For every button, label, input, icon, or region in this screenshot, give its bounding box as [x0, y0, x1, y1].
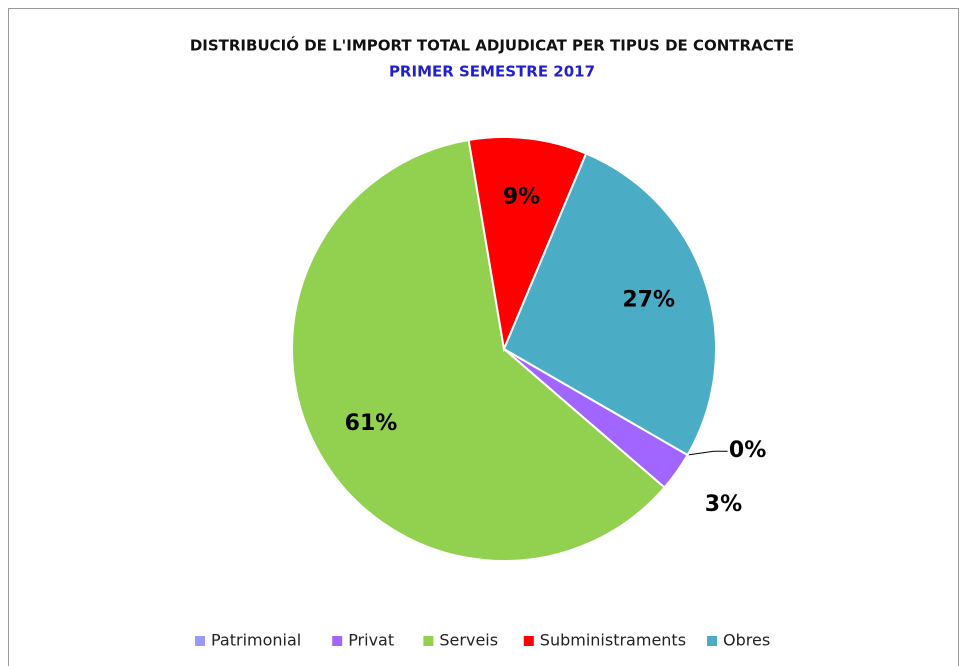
legend-swatch: [195, 636, 205, 646]
data-label: 27%: [622, 287, 675, 312]
legend-swatch: [523, 636, 534, 646]
legend-label: Obres: [723, 631, 770, 650]
legend-label: Patrimonial: [211, 631, 301, 650]
legend-label: Subministraments: [540, 631, 686, 650]
chart-title: DISTRIBUCIÓ DE L'IMPORT TOTAL ADJUDICAT …: [190, 36, 794, 55]
pie-slice: [467, 136, 588, 353]
data-label: 9%: [503, 184, 540, 209]
legend-swatch: [423, 636, 434, 646]
data-label: 3%: [705, 492, 742, 517]
legend-label: Privat: [348, 631, 394, 650]
data-label: 0%: [729, 438, 766, 463]
legend-label: Serveis: [439, 631, 498, 650]
leader-line: [687, 450, 728, 456]
pie-slice: [502, 152, 717, 457]
legend-swatch: [332, 636, 343, 646]
legend-swatch: [707, 636, 717, 646]
pie-slice: [291, 138, 666, 562]
data-label: 61%: [345, 411, 398, 436]
chart-subtitle: PRIMER SEMESTRE 2017: [389, 63, 595, 81]
